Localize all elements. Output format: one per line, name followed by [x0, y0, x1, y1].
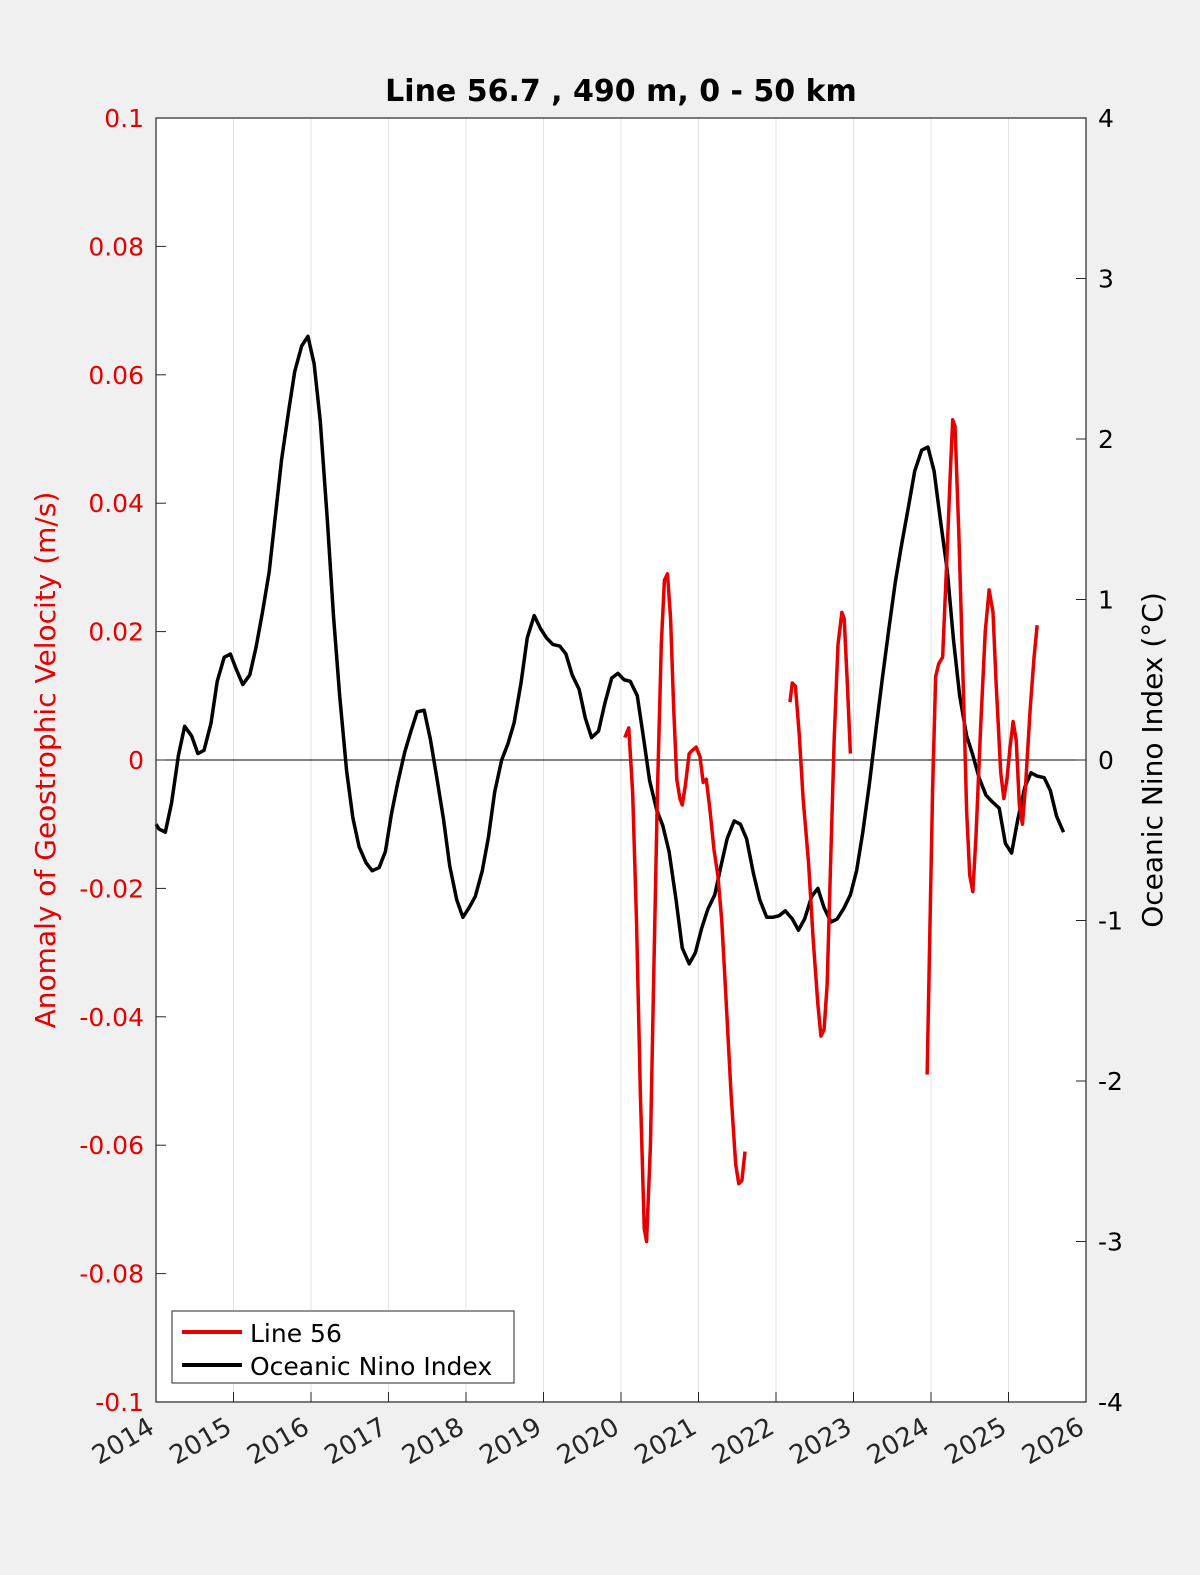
- series-layer: [154, 334, 1066, 1244]
- y-axis-right: -4 -3 -2 -1 0 1 2 3 4: [1076, 104, 1123, 1417]
- x-tick-label-2017: 2017: [320, 1412, 392, 1471]
- x-tick-label-2021: 2021: [630, 1412, 702, 1471]
- y-left-tick-label: 0.02: [88, 618, 144, 647]
- y-axis-left: -0.1 -0.08 -0.06 -0.04 -0.02 0 0.02 0.04 0.06 0.0…: [79, 104, 166, 1417]
- y-left-tick-label: 0.1: [104, 104, 144, 133]
- y-right-tick-label: 1: [1098, 586, 1114, 615]
- y-left-tick-label: -0.1: [95, 1388, 144, 1417]
- series-line-56-segment-2: [788, 610, 853, 1038]
- x-tick-label-2026: 2026: [1017, 1412, 1089, 1471]
- y-right-tick-label: -3: [1098, 1228, 1123, 1257]
- y-left-tick-label: 0.08: [88, 232, 144, 261]
- x-tick-label-2025: 2025: [940, 1412, 1012, 1471]
- y-right-tick-label: -1: [1098, 907, 1123, 936]
- legend-box: [171, 1310, 515, 1384]
- y-right-tick-label: 4: [1098, 104, 1114, 133]
- x-axis: 2014 2015 2016 2017 2018 2019 2020 2021 2022 2023…: [87, 1392, 1090, 1471]
- x-tick-label-2014: 2014: [87, 1412, 159, 1471]
- y-axis-right-label: Oceanic Nino Index (°C): [1136, 592, 1169, 928]
- x-tick-label-2016: 2016: [242, 1412, 314, 1471]
- y-right-tick-label: 0: [1098, 746, 1114, 775]
- y-left-tick-label: 0.06: [88, 361, 144, 390]
- y-axis-left-label: Anomaly of Geostrophic Velocity (m/s): [29, 492, 62, 1029]
- y-right-tick-label: -2: [1098, 1067, 1123, 1096]
- x-tick-label-2022: 2022: [707, 1412, 779, 1471]
- y-left-tick-label: -0.04: [79, 1003, 144, 1032]
- series-line-56-segment-3: [925, 417, 1039, 1075]
- y-left-tick-label: 0.04: [88, 489, 144, 518]
- chart-title: Line 56.7 , 490 m, 0 - 50 km: [385, 74, 857, 109]
- y-left-tick-label: 0: [128, 746, 144, 775]
- series-oceanic-nino-index: [154, 334, 1066, 966]
- y-left-tick-label: -0.02: [79, 874, 144, 903]
- series-line-56-segment-1: [623, 572, 747, 1244]
- y-right-tick-label: 3: [1098, 265, 1114, 294]
- x-tick-label-2015: 2015: [165, 1412, 237, 1471]
- y-right-tick-label: -4: [1098, 1388, 1123, 1417]
- y-right-tick-label: 2: [1098, 425, 1114, 454]
- x-tick-label-2018: 2018: [397, 1412, 469, 1471]
- legend-label-line-56: Line 56: [250, 1319, 342, 1348]
- y-left-tick-label: -0.06: [79, 1131, 144, 1160]
- x-tick-label-2019: 2019: [475, 1412, 547, 1471]
- x-tick-label-2023: 2023: [785, 1412, 857, 1471]
- x-tick-label-2024: 2024: [862, 1412, 934, 1471]
- legend: Line 56 Oceanic Nino Index: [171, 1310, 515, 1384]
- x-tick-label-2020: 2020: [552, 1412, 624, 1471]
- y-left-tick-label: -0.08: [79, 1260, 144, 1289]
- legend-label-oni: Oceanic Nino Index: [250, 1352, 492, 1381]
